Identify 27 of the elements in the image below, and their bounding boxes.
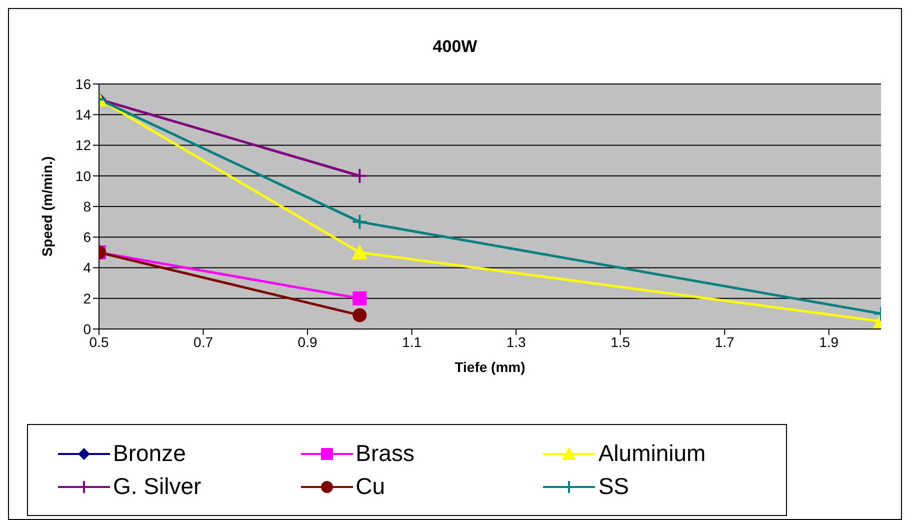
legend-label: Brass [356, 440, 414, 467]
y-tick-label: 10 [75, 168, 92, 184]
x-tick-label: 1.7 [714, 334, 735, 350]
y-axis-title: Speed (m/min.) [38, 156, 55, 257]
legend-label: Cu [356, 473, 386, 500]
y-tick-label: 14 [75, 106, 92, 123]
chart-title: 400W [432, 37, 478, 57]
y-tick-label: 2 [83, 290, 92, 306]
y-tick-label: 6 [83, 229, 92, 246]
point [352, 308, 367, 322]
legend-label: Aluminium [598, 440, 706, 467]
y-tick-label: 16 [75, 76, 92, 92]
legend-label: Bronze [113, 440, 186, 467]
legend-label: G. Silver [113, 473, 202, 500]
x-tick-label: 1.5 [610, 334, 630, 350]
x-tick-label: 0.5 [89, 334, 109, 350]
y-tick-label: 8 [83, 198, 92, 214]
x-tick-label: 1.9 [819, 334, 839, 350]
y-tick-label: 4 [83, 260, 92, 276]
y-tick-label: 12 [75, 137, 92, 154]
x-tick-label: 0.7 [194, 334, 214, 350]
x-tick-label: 1.1 [402, 334, 422, 350]
y-tick-label: 0 [83, 320, 92, 337]
x-tick-label: 1.3 [506, 334, 526, 350]
x-axis-title: Tiefe (mm) [454, 359, 526, 375]
legend-label: SS [598, 473, 630, 500]
x-tick-label: 0.9 [298, 334, 318, 350]
